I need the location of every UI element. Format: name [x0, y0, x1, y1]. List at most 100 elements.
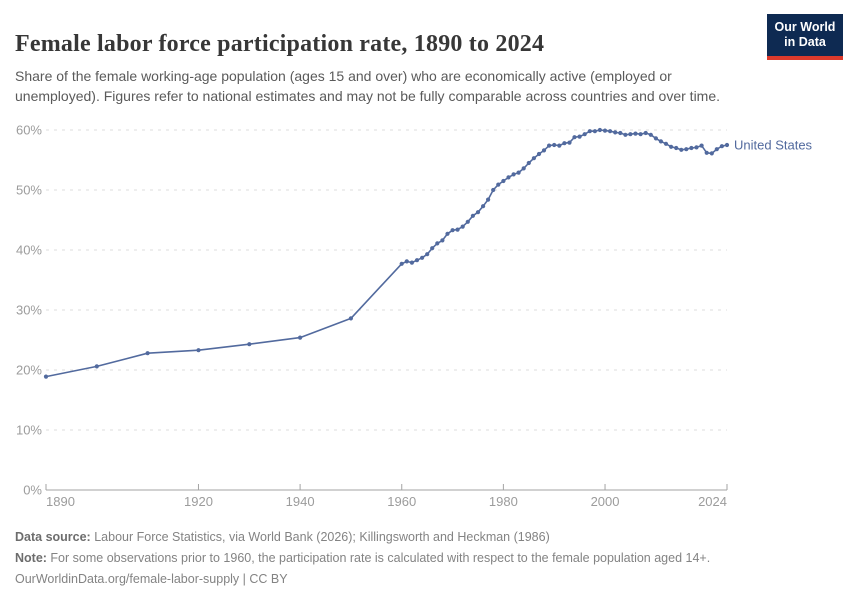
owid-logo[interactable]: Our World in Data — [767, 14, 843, 60]
owid-logo-line1: Our World — [774, 20, 836, 34]
data-point — [684, 147, 689, 152]
data-point — [94, 364, 99, 369]
data-point — [521, 166, 526, 171]
x-tick-label: 2000 — [591, 494, 620, 509]
data-point — [602, 128, 608, 133]
x-tick-label: 1890 — [46, 494, 75, 509]
data-point — [511, 172, 516, 177]
data-point — [475, 210, 481, 215]
data-point — [633, 131, 638, 136]
chart-footer: Data source: Labour Force Statistics, vi… — [15, 527, 835, 590]
data-point — [460, 224, 465, 229]
data-point — [404, 259, 409, 264]
data-source-line: Data source: Labour Force Statistics, vi… — [15, 527, 835, 548]
chart-subtitle: Share of the female working-age populati… — [15, 68, 721, 104]
data-point — [709, 151, 714, 156]
data-point — [577, 134, 582, 139]
data-point — [618, 130, 623, 136]
y-tick-label: 50% — [16, 183, 42, 198]
data-point — [689, 145, 694, 151]
data-point — [557, 143, 562, 148]
data-point — [425, 252, 430, 257]
data-point — [247, 342, 252, 347]
x-tick-label: 2024 — [698, 494, 727, 509]
data-point — [536, 151, 542, 157]
data-point — [501, 178, 506, 184]
data-point — [541, 148, 547, 153]
data-point — [516, 170, 521, 175]
y-tick-label: 30% — [16, 303, 42, 318]
chart-title: Female labor force participation rate, 1… — [15, 31, 545, 58]
data-point — [435, 241, 440, 246]
data-point — [298, 335, 303, 340]
data-point — [445, 231, 450, 236]
data-point — [597, 127, 603, 133]
data-point — [470, 213, 475, 218]
data-point — [506, 175, 511, 180]
data-point — [694, 145, 699, 150]
data-point — [496, 182, 501, 187]
data-point — [43, 374, 49, 379]
data-point — [486, 197, 491, 202]
data-point — [719, 144, 725, 149]
data-point — [481, 204, 486, 209]
data-point — [145, 351, 150, 356]
data-point — [348, 316, 353, 321]
data-point — [409, 260, 414, 265]
data-point — [450, 228, 455, 233]
y-tick-label: 10% — [16, 423, 42, 438]
data-point — [547, 143, 552, 148]
data-point — [562, 141, 567, 146]
data-point — [592, 129, 598, 134]
y-tick-label: 40% — [16, 243, 42, 258]
x-tick-label: 1960 — [387, 494, 416, 509]
data-point — [455, 227, 460, 232]
owid-logo-line2: in Data — [784, 35, 826, 49]
data-point — [699, 143, 704, 148]
citation-line: OurWorldinData.org/female-labor-supply |… — [15, 572, 288, 586]
x-tick-label: 1920 — [184, 494, 213, 509]
data-point — [420, 255, 425, 260]
data-point — [414, 258, 420, 263]
data-point — [613, 130, 618, 135]
data-point — [674, 145, 679, 151]
series-entity-label[interactable]: United States — [734, 138, 813, 153]
data-point — [526, 160, 531, 166]
data-point — [399, 261, 404, 266]
data-point — [658, 139, 664, 144]
y-tick-label: 60% — [16, 123, 42, 138]
data-point — [567, 140, 572, 145]
data-source-text: Labour Force Statistics, via World Bank … — [90, 530, 550, 544]
data-point — [531, 156, 537, 161]
data-point — [465, 219, 470, 224]
data-point — [638, 132, 643, 137]
data-point — [491, 187, 496, 193]
data-point — [440, 238, 445, 243]
data-point — [628, 132, 633, 137]
y-tick-label: 20% — [16, 363, 42, 378]
data-point — [663, 141, 669, 146]
data-point — [653, 136, 659, 141]
note-line: Note: For some observations prior to 196… — [15, 548, 835, 569]
x-tick-label: 1940 — [286, 494, 315, 509]
note-label: Note: — [15, 551, 47, 565]
y-tick-label: 0% — [23, 483, 42, 498]
data-point — [582, 132, 587, 137]
data-point — [724, 142, 730, 148]
data-point — [643, 130, 648, 136]
data-point — [679, 147, 684, 152]
data-point — [704, 150, 709, 155]
data-point — [587, 129, 592, 134]
note-text: For some observations prior to 1960, the… — [46, 551, 711, 565]
data-source-label: Data source: — [15, 530, 91, 544]
data-point — [669, 144, 674, 149]
data-point — [623, 132, 628, 137]
series-line — [45, 129, 728, 378]
data-point — [648, 132, 653, 137]
data-point — [552, 142, 557, 148]
data-point — [196, 348, 201, 353]
data-point — [714, 147, 719, 152]
x-tick-label: 1980 — [489, 494, 518, 509]
